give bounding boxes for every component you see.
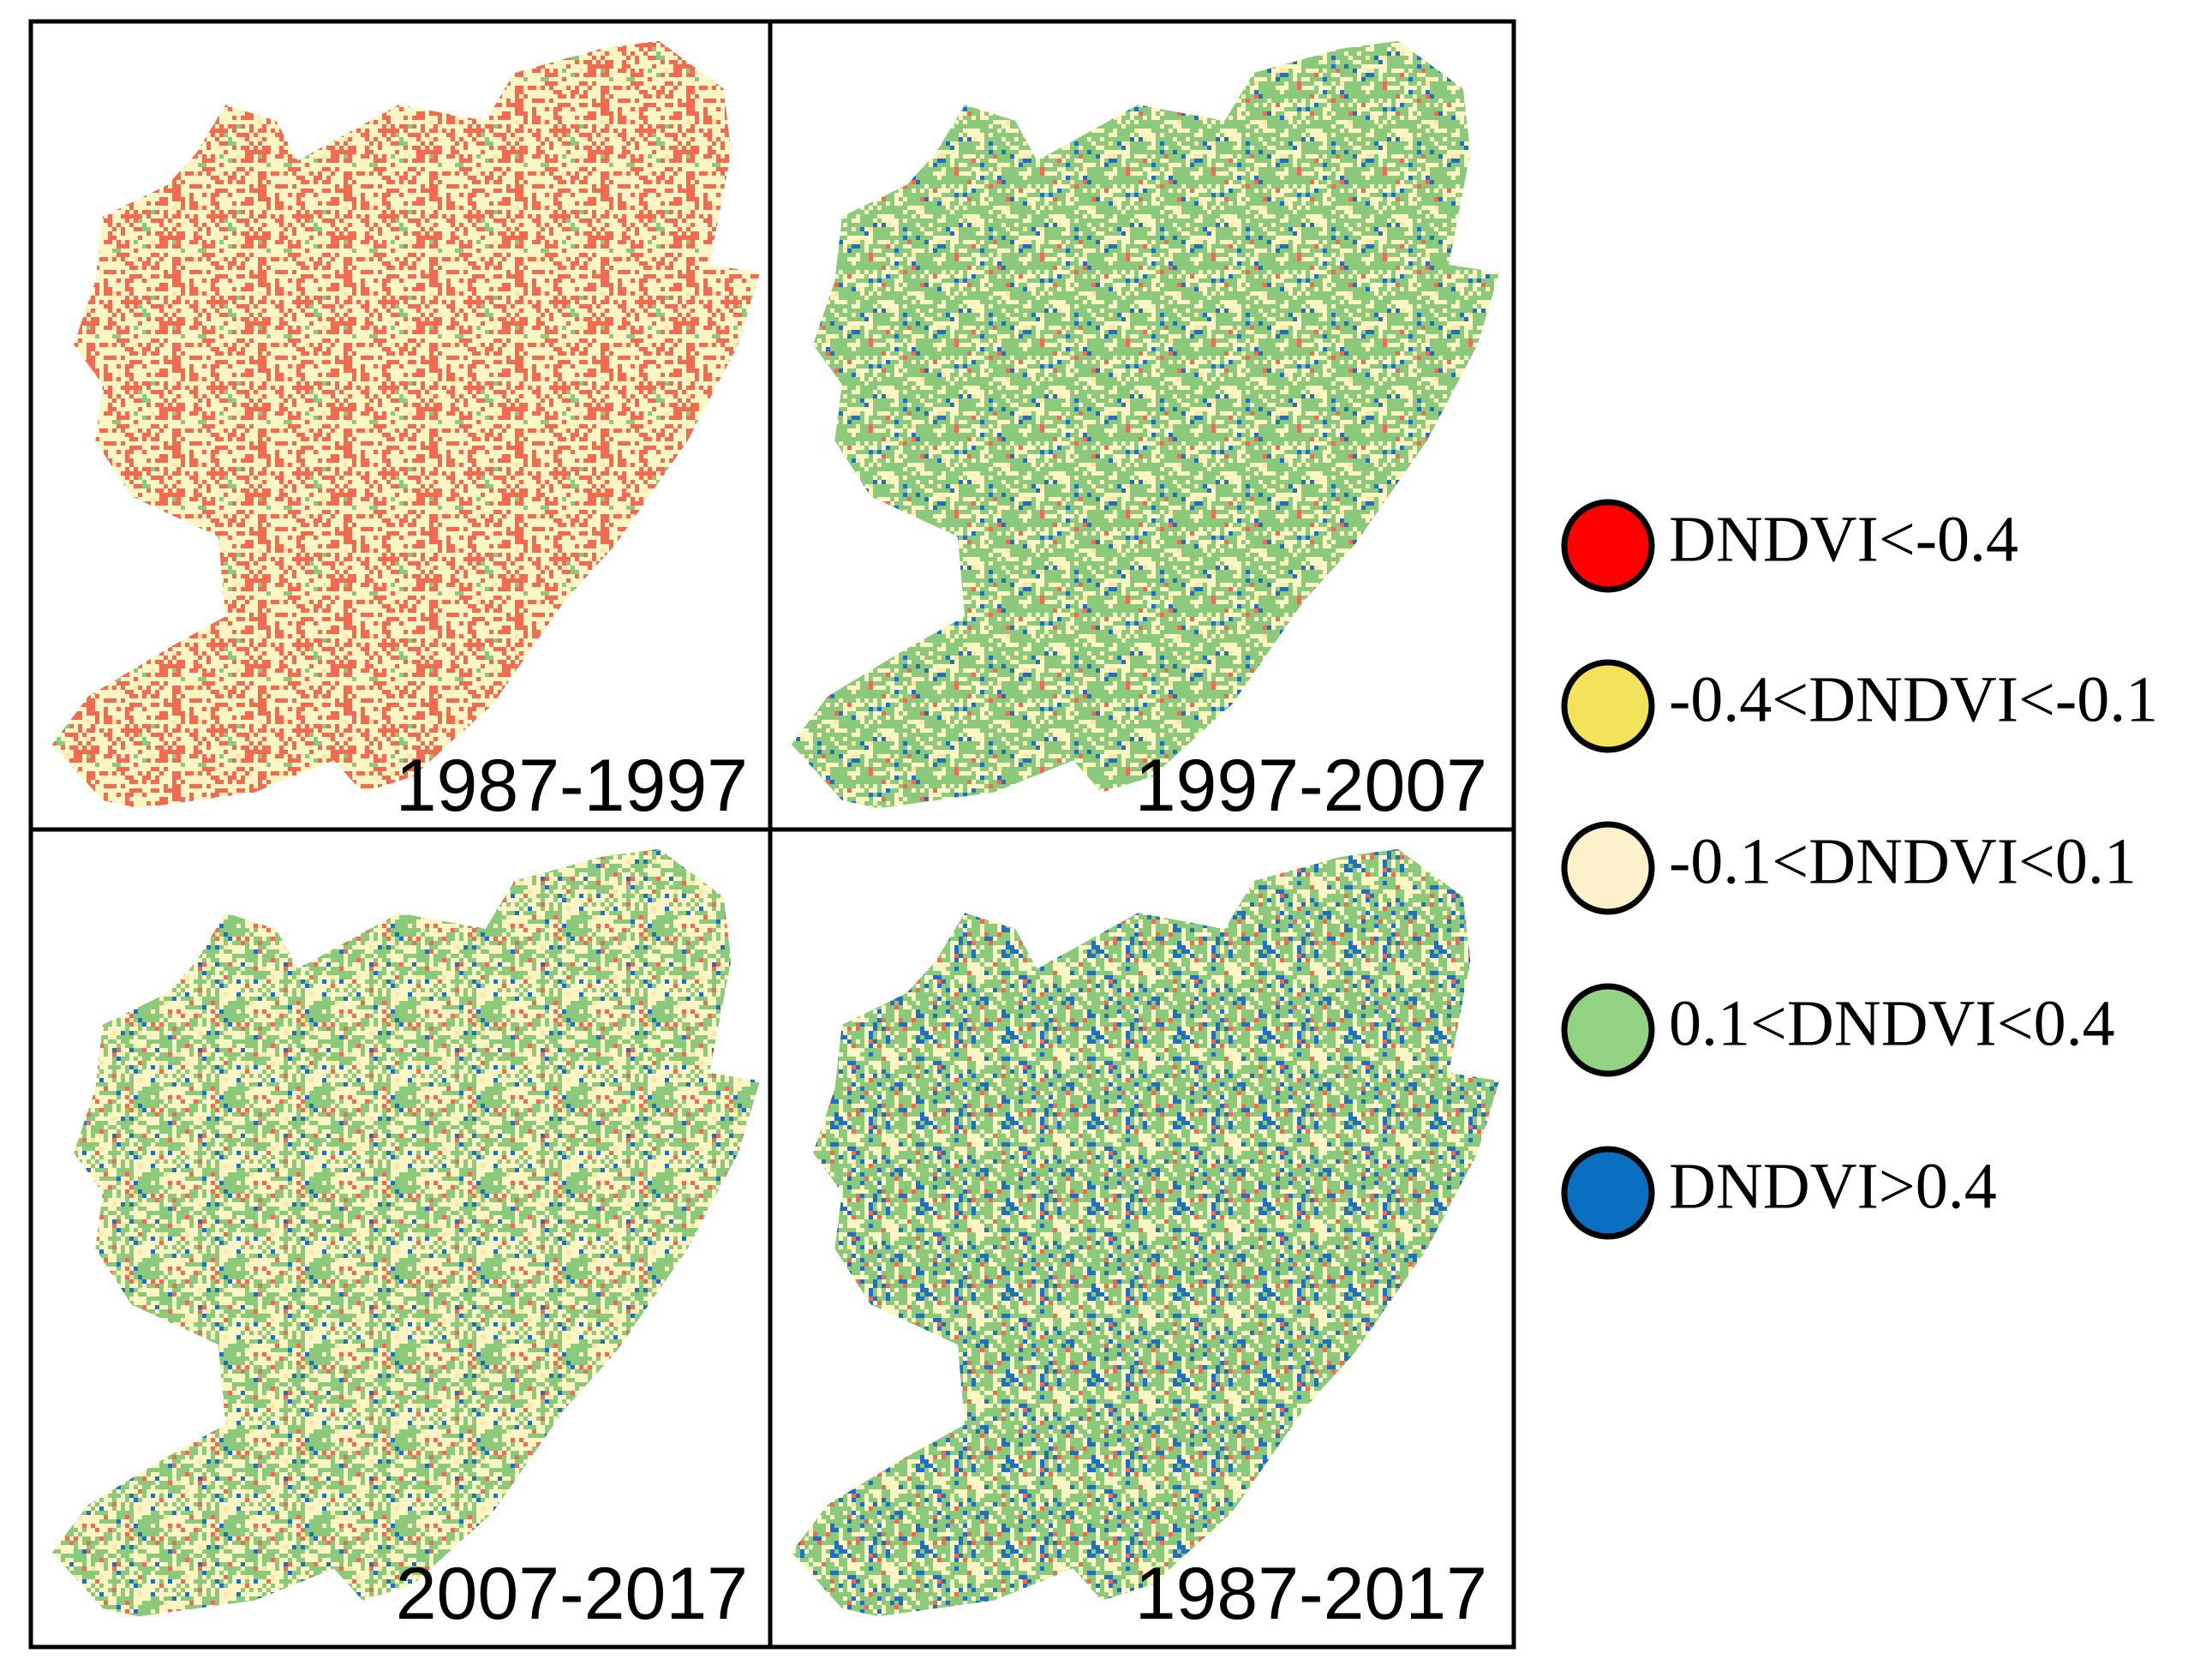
maps — [51, 40, 1499, 1617]
legend: DNDVI<-0.4 -0.4<DNDVI<-0.1 -0.1<DNDVI<0.1 0… — [1561, 499, 2158, 1240]
map-region — [51, 40, 760, 809]
legend-swatch — [1561, 821, 1655, 915]
legend-swatch — [1561, 1146, 1655, 1240]
legend-swatch — [1561, 659, 1655, 753]
legend-label: 0.1<DNDVI<0.4 — [1669, 987, 2115, 1059]
panel-label: 1997-2007 — [1135, 745, 1487, 827]
panel-label: 1987-2017 — [1135, 1553, 1487, 1635]
legend-swatch — [1561, 983, 1655, 1077]
panel-labels: 1987-1997 1997-2007 2007-2017 1987-2017 — [396, 745, 1487, 1635]
legend-label: DNDVI<-0.4 — [1669, 503, 2018, 575]
legend-label: DNDVI>0.4 — [1669, 1150, 1997, 1222]
map-region — [791, 848, 1499, 1617]
panel-frame — [28, 19, 1516, 1650]
legend-swatch — [1561, 499, 1655, 593]
map-region — [791, 40, 1499, 809]
legend-label: -0.4<DNDVI<-0.1 — [1669, 663, 2158, 735]
panel-label: 1987-1997 — [396, 745, 748, 827]
map-region — [51, 848, 760, 1617]
panel-label: 2007-2017 — [396, 1553, 748, 1635]
legend-label: -0.1<DNDVI<0.1 — [1669, 825, 2137, 897]
